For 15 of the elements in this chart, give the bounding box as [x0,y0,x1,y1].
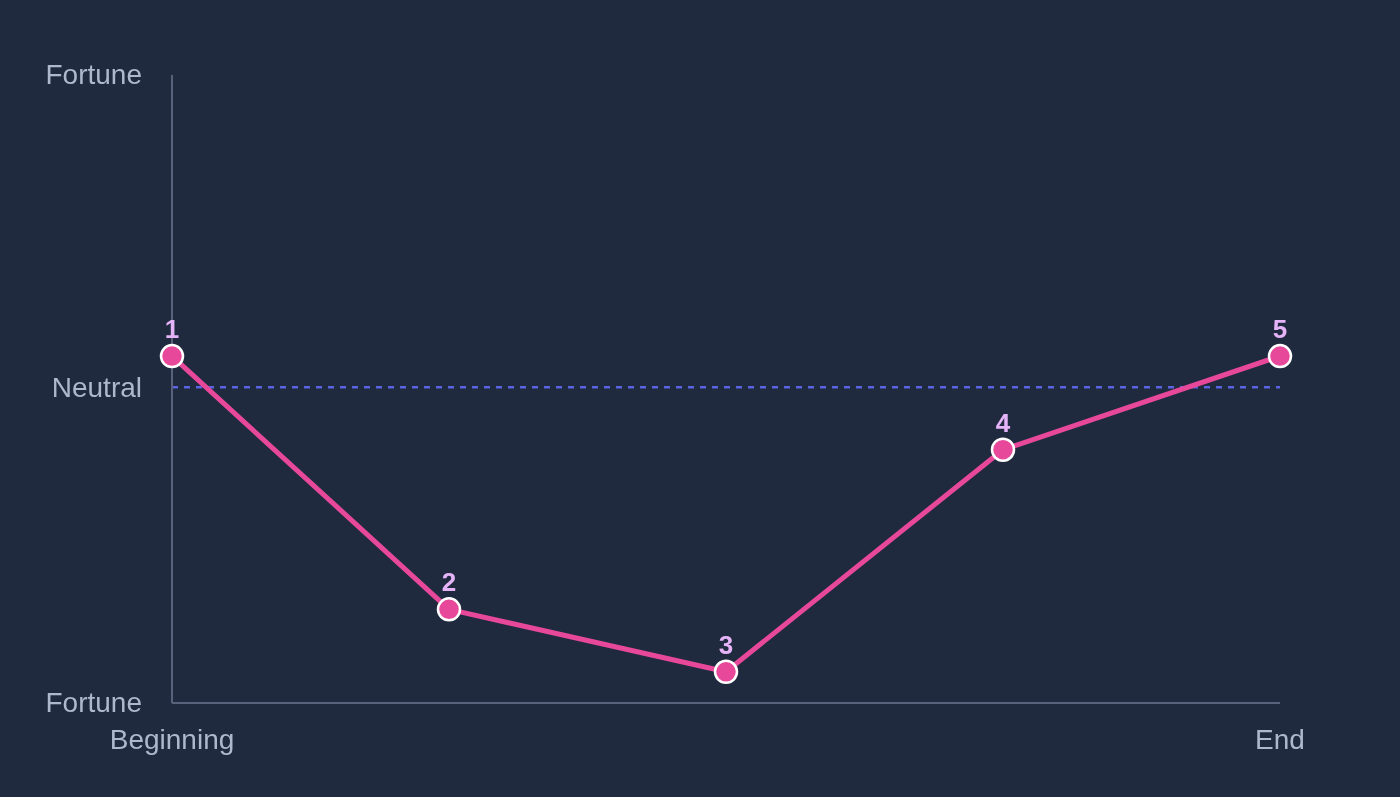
annotation: 1 [164,314,180,345]
annotation: 4 [995,407,1011,438]
point [159,343,185,369]
point [436,597,462,622]
annotation: 5 [1272,314,1288,345]
x-tick-label: End [1255,723,1305,755]
point [990,437,1016,462]
text: Fortune [45,687,142,719]
text: Fortune [45,59,142,91]
annotation: 2 [441,567,457,598]
point [713,659,739,685]
point [1267,343,1293,369]
x-tick-label: Beginning [109,723,235,755]
ref-line-label: Neutral [51,372,142,404]
annotation: 3 [718,629,734,660]
